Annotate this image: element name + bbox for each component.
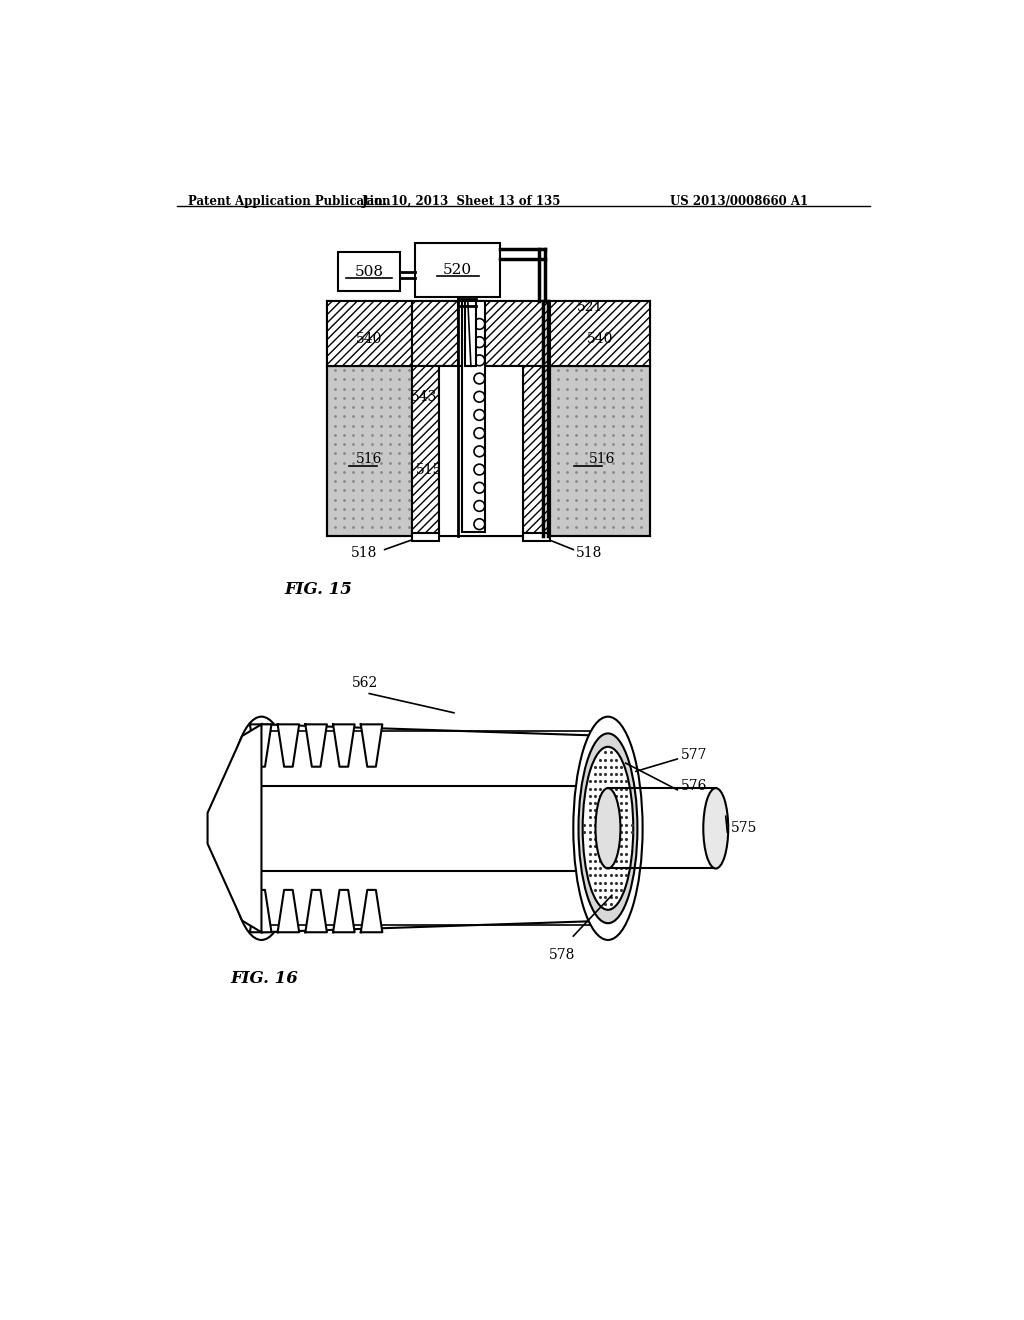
Bar: [412, 301, 458, 367]
Bar: [438, 367, 523, 536]
Text: 520: 520: [443, 263, 472, 277]
Ellipse shape: [226, 717, 296, 940]
Bar: [462, 301, 484, 532]
Bar: [327, 301, 412, 367]
Bar: [339, 252, 400, 290]
Polygon shape: [360, 725, 382, 767]
Text: Jan. 10, 2013  Sheet 13 of 135: Jan. 10, 2013 Sheet 13 of 135: [361, 195, 561, 209]
Polygon shape: [333, 725, 354, 767]
Polygon shape: [278, 725, 299, 767]
Text: 543: 543: [411, 391, 437, 404]
Ellipse shape: [703, 788, 728, 869]
Bar: [550, 301, 650, 367]
Text: FIG. 16: FIG. 16: [230, 970, 299, 987]
Ellipse shape: [596, 788, 621, 869]
Text: FIG. 15: FIG. 15: [285, 581, 352, 598]
Text: 514: 514: [437, 421, 463, 434]
Polygon shape: [278, 890, 299, 932]
Text: 518: 518: [575, 545, 602, 560]
Text: 518: 518: [350, 545, 377, 560]
Text: 516: 516: [589, 451, 615, 466]
Bar: [523, 367, 550, 536]
Text: 516: 516: [356, 451, 382, 466]
Text: 540: 540: [356, 333, 382, 346]
Polygon shape: [261, 725, 608, 932]
Bar: [412, 367, 438, 536]
Text: US 2013/0008660 A1: US 2013/0008660 A1: [670, 195, 808, 209]
Bar: [412, 301, 458, 367]
Bar: [465, 301, 475, 367]
Polygon shape: [333, 890, 354, 932]
Bar: [412, 367, 438, 536]
Text: 562: 562: [352, 676, 379, 689]
Bar: [469, 301, 550, 367]
Polygon shape: [305, 725, 327, 767]
Ellipse shape: [583, 747, 633, 909]
Bar: [550, 301, 650, 367]
Bar: [469, 301, 550, 367]
Bar: [327, 367, 412, 536]
Bar: [550, 367, 650, 536]
Text: 540: 540: [587, 333, 613, 346]
Bar: [523, 533, 550, 541]
Ellipse shape: [573, 717, 643, 940]
Polygon shape: [360, 890, 382, 932]
Text: 508: 508: [354, 264, 384, 279]
Text: 578: 578: [549, 948, 574, 962]
Polygon shape: [250, 725, 271, 767]
Text: 515: 515: [416, 463, 442, 478]
Bar: [416, 243, 500, 297]
Bar: [523, 367, 550, 536]
Polygon shape: [250, 890, 271, 932]
Text: 521: 521: [578, 300, 603, 314]
Polygon shape: [305, 890, 327, 932]
Polygon shape: [208, 725, 261, 932]
Text: 576: 576: [681, 779, 708, 793]
Text: 575: 575: [731, 821, 758, 836]
Text: 577: 577: [681, 748, 708, 762]
Bar: [412, 533, 438, 541]
Ellipse shape: [579, 734, 637, 923]
Bar: [327, 301, 412, 367]
Text: Patent Application Publication: Patent Application Publication: [188, 195, 391, 209]
